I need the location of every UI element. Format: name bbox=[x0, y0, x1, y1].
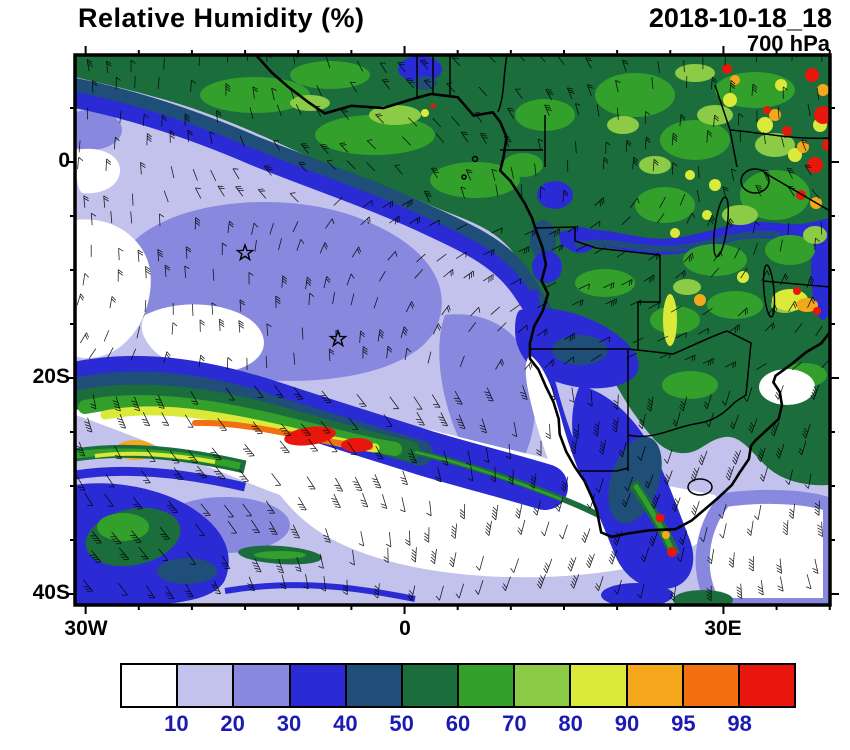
coastline bbox=[255, 55, 830, 539]
colorbar-label: 80 bbox=[558, 711, 583, 736]
colorbar-cell bbox=[232, 663, 291, 708]
colorbar bbox=[120, 663, 797, 708]
x-axis-label-30w: 30W bbox=[64, 617, 108, 640]
country-borders bbox=[416, 55, 830, 496]
x-axis-label-30e: 30E bbox=[704, 617, 742, 640]
map-overlays bbox=[235, 55, 830, 539]
colorbar-label: 20 bbox=[220, 711, 245, 736]
colorbar-label: 30 bbox=[276, 711, 302, 736]
colorbar-label: 90 bbox=[614, 711, 640, 736]
plot-frame bbox=[73, 53, 832, 607]
colorbar-label: 40 bbox=[333, 711, 358, 736]
colorbar-cell bbox=[737, 663, 797, 708]
colorbar-cell bbox=[457, 663, 516, 708]
colorbar-cell bbox=[288, 663, 347, 708]
lesotho-border bbox=[687, 478, 713, 496]
y-axis-label-40s: 40S bbox=[32, 581, 70, 604]
island bbox=[461, 174, 467, 180]
x-axis-label-0: 0 bbox=[399, 617, 411, 640]
colorbar-cell bbox=[681, 663, 740, 708]
colorbar-label: 50 bbox=[389, 711, 414, 736]
colorbar-label: 10 bbox=[164, 711, 189, 736]
colorbar-cell bbox=[569, 663, 628, 708]
island bbox=[471, 155, 479, 163]
colorbar-label: 95 bbox=[671, 711, 696, 736]
valid-datetime: 2018-10-18_18 bbox=[648, 3, 832, 33]
lake-victoria bbox=[740, 168, 770, 194]
axis-ticks bbox=[66, 46, 839, 614]
lakes bbox=[461, 155, 776, 318]
colorbar-cell bbox=[176, 663, 235, 708]
wind-barbs bbox=[75, 55, 830, 602]
y-axis-label-20s: 20S bbox=[32, 365, 70, 388]
figure-title: Relative Humidity (%) bbox=[78, 3, 365, 33]
star-marker bbox=[235, 242, 255, 262]
star-marker bbox=[328, 328, 348, 348]
colorbar-cell bbox=[400, 663, 460, 708]
lake-malawi bbox=[762, 264, 776, 318]
map-plot bbox=[66, 46, 839, 614]
colorbar-label: 60 bbox=[445, 711, 471, 736]
colorbar-cell bbox=[344, 663, 403, 708]
colorbar-cell bbox=[625, 663, 684, 708]
colorbar-labels: 10 20 30 40 50 60 70 80 90 95 98 bbox=[120, 711, 796, 739]
colorbar-cell bbox=[120, 663, 179, 708]
colorbar-label: 98 bbox=[727, 711, 752, 736]
y-axis-label-0: 0 bbox=[58, 149, 70, 172]
colorbar-cell bbox=[513, 663, 572, 708]
colorbar-label: 70 bbox=[502, 711, 527, 736]
pressure-level-label: 700 hPa bbox=[746, 31, 830, 56]
lake-tanganyika bbox=[712, 196, 730, 258]
